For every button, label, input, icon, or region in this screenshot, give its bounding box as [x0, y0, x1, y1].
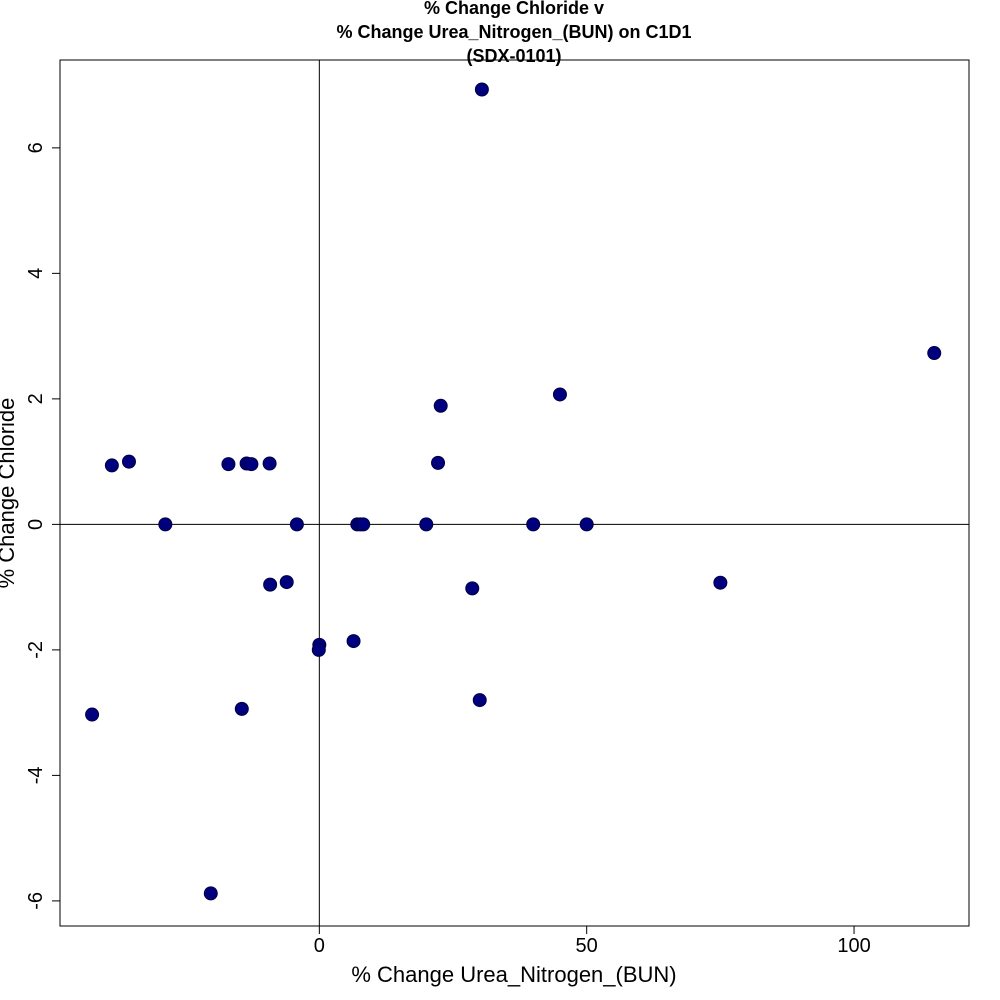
y-tick-label: -2: [25, 641, 47, 659]
data-point: [552, 387, 567, 402]
chart-title-line-3: (SDX-0101): [466, 46, 561, 66]
data-point: [474, 82, 489, 97]
chart-title-line-1: % Change Chloride v: [424, 0, 604, 18]
x-axis-label: % Change Urea_Nitrogen_(BUN): [351, 962, 676, 987]
data-point: [311, 642, 326, 657]
data-point: [419, 517, 434, 532]
data-point: [927, 346, 942, 361]
y-tick-label: 0: [25, 519, 47, 530]
data-point: [346, 634, 361, 649]
data-point: [104, 458, 119, 473]
y-tick-label: 6: [25, 142, 47, 153]
reference-lines: [60, 60, 969, 926]
data-point: [121, 454, 136, 469]
data-point: [713, 575, 728, 590]
data-point: [85, 707, 100, 722]
y-tick-label: 2: [25, 393, 47, 404]
data-point: [262, 456, 277, 471]
data-point: [221, 457, 236, 472]
data-point: [431, 455, 446, 470]
data-point: [203, 886, 218, 901]
data-point: [263, 577, 278, 592]
data-point: [356, 517, 371, 532]
data-point: [289, 517, 304, 532]
plot-frame: [59, 59, 970, 927]
y-tick-label: -6: [25, 892, 47, 910]
y-axis-ticks: -6 -4 -2 0 2 4 6: [25, 142, 60, 910]
data-point: [433, 398, 448, 413]
x-axis-ticks: 0 50 100: [314, 926, 871, 957]
data-point: [244, 457, 259, 472]
y-axis-label: % Change Chloride: [0, 398, 19, 589]
data-point: [579, 517, 594, 532]
data-point: [158, 517, 173, 532]
data-point: [465, 581, 480, 596]
chart-title-line-2: % Change Urea_Nitrogen_(BUN) on C1D1: [336, 22, 691, 42]
data-point: [234, 701, 249, 716]
x-tick-label: 50: [576, 935, 598, 957]
y-tick-label: 4: [25, 268, 47, 279]
y-tick-label: -4: [25, 766, 47, 784]
data-point: [279, 575, 294, 590]
data-point: [526, 517, 541, 532]
data-point: [472, 693, 487, 708]
x-tick-label: 0: [314, 935, 325, 957]
x-tick-label: 100: [837, 935, 870, 957]
data-points: [85, 82, 942, 901]
